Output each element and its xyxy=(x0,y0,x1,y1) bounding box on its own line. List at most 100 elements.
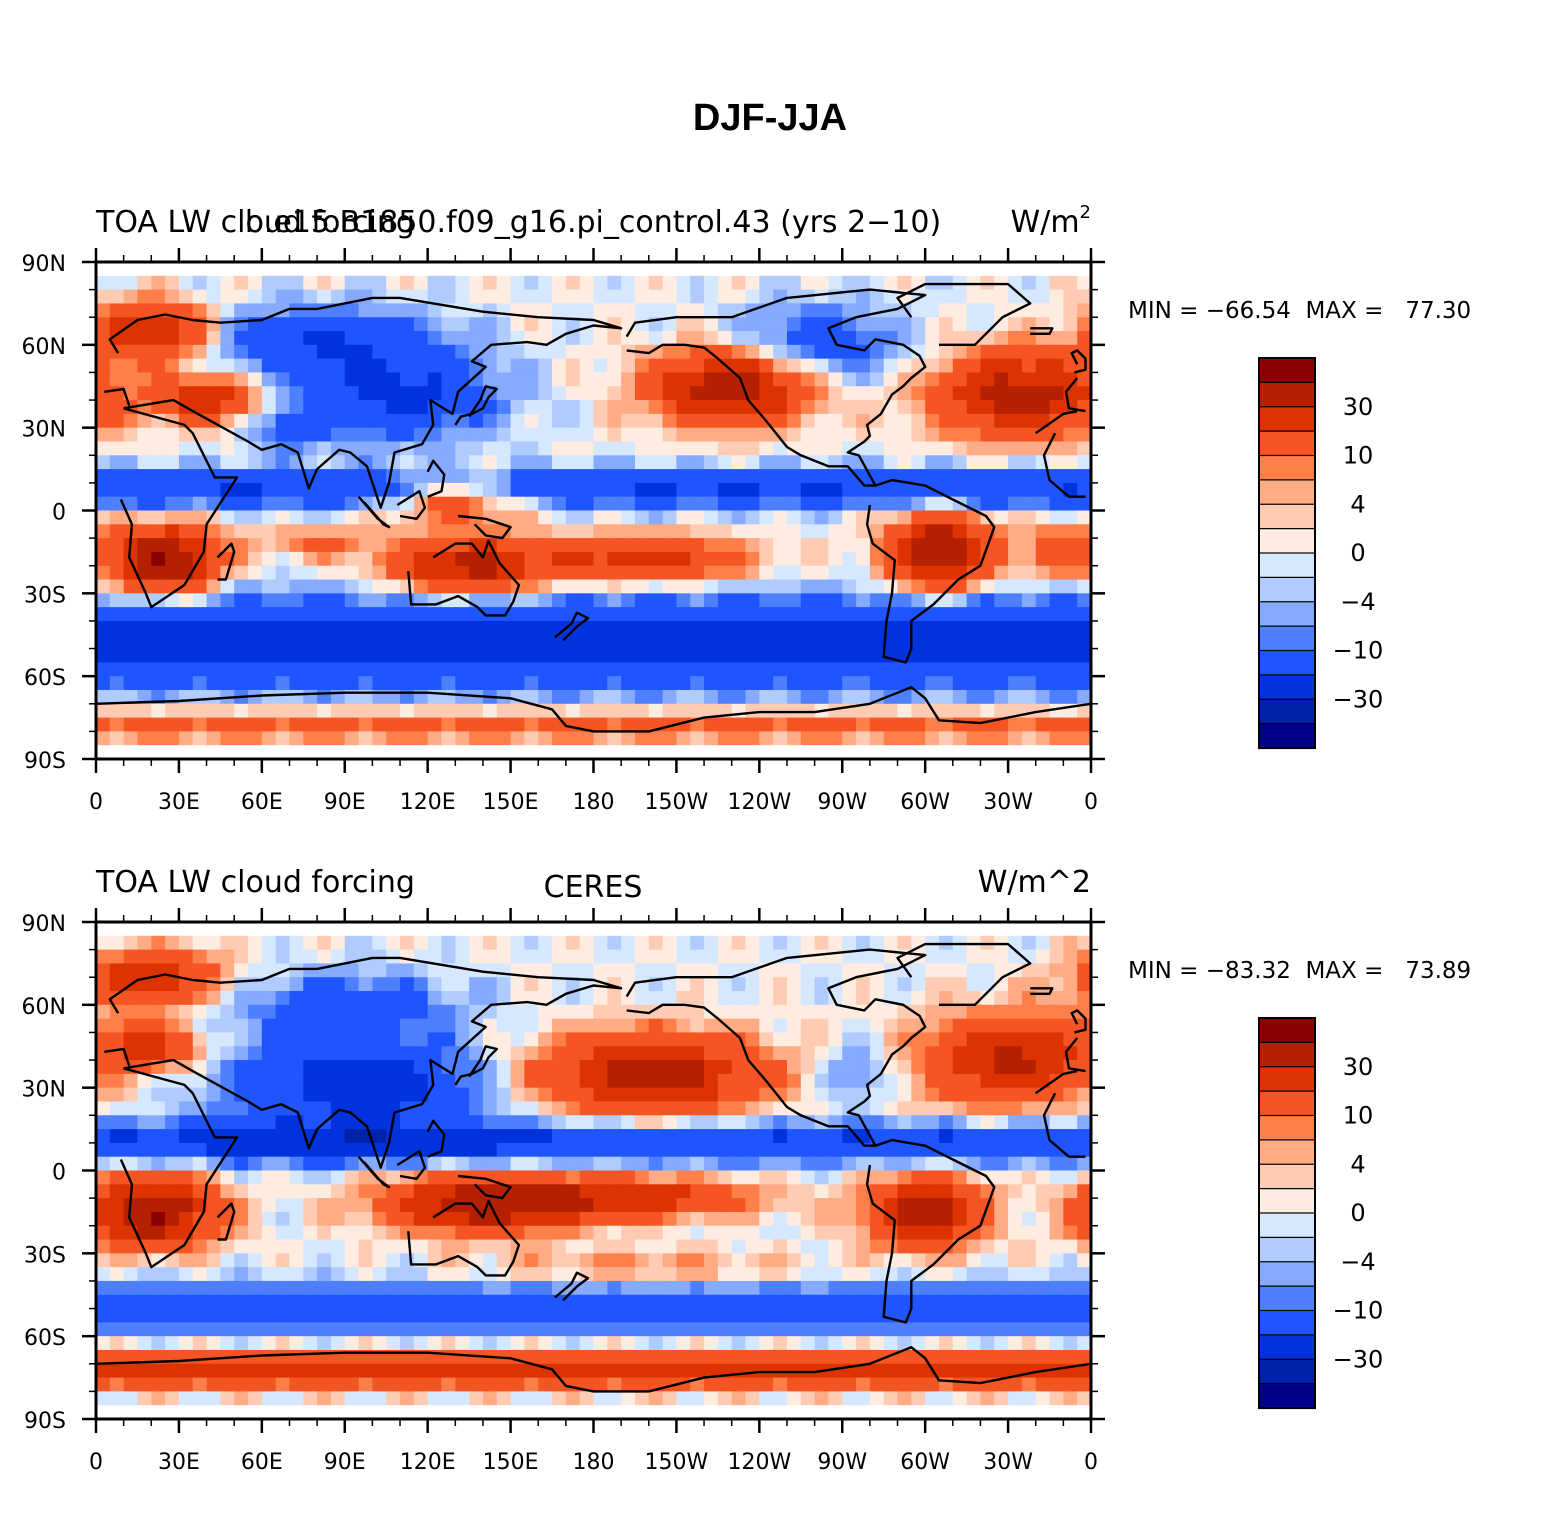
field-cell xyxy=(109,607,125,622)
field-cell xyxy=(634,1129,650,1144)
field-cell xyxy=(317,565,332,581)
field-cell xyxy=(165,289,180,305)
field-cell xyxy=(289,703,304,719)
field-cell xyxy=(206,922,221,937)
field-cell xyxy=(828,427,843,443)
field-cell xyxy=(289,400,304,415)
field-cell xyxy=(621,455,636,470)
field-cell xyxy=(759,1322,774,1337)
field-cell xyxy=(289,579,304,594)
field-cell xyxy=(621,510,636,525)
field-cell xyxy=(828,731,843,746)
field-cell xyxy=(911,1239,926,1254)
field-cell xyxy=(1063,262,1078,277)
field-cell xyxy=(178,935,194,951)
field-cell xyxy=(303,1073,318,1089)
field-cell xyxy=(455,1170,470,1185)
field-cell xyxy=(234,922,249,937)
field-cell xyxy=(621,1073,636,1089)
field-cell xyxy=(330,963,346,978)
field-cell xyxy=(178,1322,194,1337)
field-cell xyxy=(966,565,982,581)
field-cell xyxy=(938,620,954,636)
field-cell xyxy=(607,1294,622,1310)
field-cell xyxy=(745,689,760,705)
field-cell xyxy=(123,1018,139,1034)
field-cell xyxy=(759,745,774,759)
field-cell xyxy=(496,469,512,484)
field-cell xyxy=(96,991,111,1006)
field-cell xyxy=(510,1170,525,1185)
field-cell xyxy=(925,1004,940,1020)
field-cell xyxy=(510,551,525,567)
field-cell xyxy=(248,745,263,759)
field-cell xyxy=(994,565,1009,581)
field-cell xyxy=(96,1308,111,1323)
field-cell xyxy=(344,551,360,567)
field-cell xyxy=(745,1142,760,1158)
field-cell xyxy=(496,427,512,443)
field-cell xyxy=(220,1115,235,1130)
field-cell xyxy=(178,676,194,691)
field-cell xyxy=(137,289,152,305)
field-cell xyxy=(938,524,954,539)
field-cell xyxy=(151,662,166,677)
field-cell xyxy=(151,565,166,581)
field-cell xyxy=(178,634,194,650)
field-cell xyxy=(938,1046,954,1061)
field-cell xyxy=(1021,400,1037,415)
field-cell xyxy=(109,963,125,978)
field-cell xyxy=(842,331,857,346)
field-cell xyxy=(400,935,415,951)
field-cell xyxy=(510,565,525,581)
field-cell xyxy=(704,1129,719,1144)
field-cell xyxy=(137,372,152,387)
field-cell xyxy=(109,1253,125,1268)
field-cell xyxy=(648,303,664,318)
field-cell xyxy=(441,427,456,443)
field-cell xyxy=(220,676,235,691)
field-cell xyxy=(856,593,871,608)
field-cell xyxy=(386,579,401,594)
field-cell xyxy=(524,400,539,415)
field-cell xyxy=(925,469,940,484)
field-cell xyxy=(607,400,622,415)
field-cell xyxy=(400,1087,415,1103)
field-cell xyxy=(621,1018,636,1034)
field-cell xyxy=(358,455,373,470)
field-cell xyxy=(151,745,166,759)
field-cell xyxy=(1035,565,1051,581)
field-cell xyxy=(897,1211,912,1227)
field-cell xyxy=(648,1087,664,1103)
field-cell xyxy=(593,344,608,360)
field-cell xyxy=(621,1142,636,1158)
field-cell xyxy=(1035,607,1051,622)
field-cell xyxy=(704,1073,719,1089)
field-cell xyxy=(1077,262,1091,277)
field-cell xyxy=(731,949,747,965)
field-cell xyxy=(648,1032,664,1047)
field-cell xyxy=(165,1060,180,1075)
field-cell xyxy=(565,400,581,415)
field-cell xyxy=(897,1156,912,1172)
field-cell xyxy=(496,551,512,567)
field-cell xyxy=(1008,1267,1023,1282)
field-cell xyxy=(137,1004,152,1020)
field-cell xyxy=(303,1032,318,1047)
field-cell xyxy=(897,717,912,732)
field-cell xyxy=(745,717,760,732)
field-cell xyxy=(856,922,871,937)
field-cell xyxy=(524,413,539,429)
field-cell xyxy=(717,469,733,484)
field-cell xyxy=(1008,400,1023,415)
field-cell xyxy=(980,922,995,937)
field-cell xyxy=(482,1142,498,1158)
field-cell xyxy=(261,455,277,470)
field-cell xyxy=(662,1129,678,1144)
field-cell xyxy=(538,551,553,567)
field-cell xyxy=(303,662,318,677)
field-cell xyxy=(1035,1032,1051,1047)
field-cell xyxy=(538,676,553,691)
field-cell xyxy=(482,579,498,594)
field-cell xyxy=(165,551,180,567)
